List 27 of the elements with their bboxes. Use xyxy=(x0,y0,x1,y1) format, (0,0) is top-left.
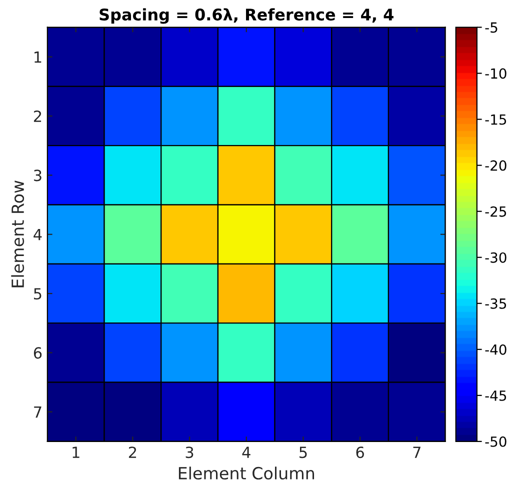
color-bar-label: -15 xyxy=(485,114,506,125)
y-tick-label: 4 xyxy=(34,229,42,240)
y-tick-label: 5 xyxy=(34,288,42,300)
y-tick-label: 1 xyxy=(34,52,42,63)
x-tick-label: 4 xyxy=(242,446,250,458)
color-bar-label: -25 xyxy=(485,206,506,217)
y-tick-label: 6 xyxy=(34,347,42,359)
x-tick-label: 7 xyxy=(413,446,420,458)
color-bar-label: -45 xyxy=(485,390,506,401)
color-bar-label: -30 xyxy=(485,252,506,263)
x-axis-title: Element Column xyxy=(178,466,314,480)
y-tick-label: 3 xyxy=(34,170,42,182)
x-tick-label: 2 xyxy=(128,446,136,458)
color-bar-label: -40 xyxy=(485,344,506,355)
color-bar-label: -35 xyxy=(485,298,506,309)
x-tick-label: 6 xyxy=(356,446,364,458)
x-tick-label: 1 xyxy=(72,446,80,458)
x-tick-label: 3 xyxy=(186,446,194,458)
y-axis-title: Element Row xyxy=(11,180,24,288)
chart-title: Spacing = 0.6λ, Reference = 4, 4 xyxy=(100,8,394,24)
color-bar-label: -5 xyxy=(485,22,498,33)
y-tick-label: 7 xyxy=(34,406,42,418)
color-bar-label: -10 xyxy=(485,68,506,79)
color-bar-label: -20 xyxy=(485,160,506,171)
y-tick-label: 2 xyxy=(34,110,42,122)
x-tick-label: 5 xyxy=(300,446,307,458)
color-bar-label: -50 xyxy=(485,436,506,447)
